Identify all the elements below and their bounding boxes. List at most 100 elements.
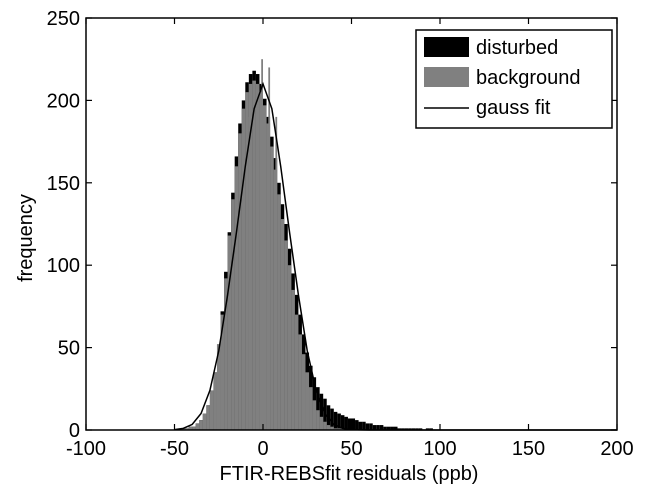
disturbed-bar (397, 428, 402, 430)
disturbed-bar (386, 426, 391, 430)
disturbed-bar (425, 428, 430, 430)
background-bar (301, 354, 306, 430)
disturbed-bar (372, 425, 377, 430)
background-bars (181, 59, 345, 431)
disturbed-bar (401, 428, 405, 430)
background-bar (252, 80, 256, 431)
background-bar (309, 387, 313, 430)
background-bar (220, 314, 225, 430)
background-bar (277, 194, 281, 430)
background-bar (305, 372, 310, 430)
disturbed-bar (362, 421, 366, 430)
background-bar (185, 428, 189, 430)
background-bar (206, 405, 210, 430)
disturbed-bar (358, 421, 363, 430)
disturbed-bar (393, 426, 398, 430)
disturbed-bar (429, 428, 433, 430)
disturbed-bar (365, 423, 370, 430)
background-bar (224, 278, 228, 430)
background-bar (337, 428, 341, 430)
background-bar (195, 423, 200, 430)
background-bar (312, 400, 317, 430)
y-tick-label: 100 (47, 255, 80, 277)
disturbed-bar (340, 415, 345, 430)
background-spike-bar (268, 67, 271, 430)
x-tick-label: 200 (600, 438, 633, 460)
background-bar (263, 105, 267, 430)
background-bar (188, 426, 193, 430)
background-bar (333, 428, 338, 430)
y-tick-label: 250 (47, 8, 80, 30)
background-bar (294, 314, 299, 430)
x-axis-label: FTIR-REBSfit residuals (ppb) (220, 463, 479, 485)
disturbed-bar (347, 418, 352, 430)
y-tick-label: 0 (69, 420, 80, 442)
background-bar (199, 420, 203, 430)
disturbed-bar (337, 413, 341, 430)
x-tick-label: 0 (257, 438, 268, 460)
background-bar (234, 166, 239, 430)
x-tick-label: 150 (512, 438, 545, 460)
disturbed-bar (379, 425, 384, 430)
background-bar (287, 265, 292, 430)
background-spike-bar (261, 59, 263, 430)
disturbed-bar (383, 426, 387, 430)
disturbed-bar (351, 418, 356, 430)
background-bar (227, 235, 232, 430)
legend: disturbed background gauss fit (415, 29, 613, 129)
x-tick-label: 50 (340, 438, 362, 460)
legend-swatch-background (424, 67, 469, 87)
legend-label-background: background (476, 67, 581, 89)
background-bar (330, 426, 334, 430)
x-tick-label: -100 (66, 438, 106, 460)
disturbed-bar (355, 420, 359, 430)
axes (85, 17, 618, 431)
background-bar (298, 334, 302, 430)
background-bar (291, 289, 295, 430)
background-bar (270, 146, 274, 431)
background-bar (202, 413, 207, 430)
background-bar (192, 426, 196, 430)
disturbed-bar (333, 411, 338, 430)
background-bar (241, 108, 246, 430)
x-tick-label: 100 (423, 438, 456, 460)
x-tick-label: -50 (160, 438, 189, 460)
disturbed-bar (418, 428, 423, 430)
background-spike-bar (247, 116, 249, 430)
background-bar (319, 416, 324, 430)
background-bar (209, 390, 214, 430)
disturbed-bar (415, 428, 419, 430)
disturbed-bar (330, 408, 334, 430)
disturbed-bar (319, 393, 324, 430)
background-bar (231, 199, 235, 430)
background-bar (248, 83, 253, 431)
background-bar (259, 92, 263, 430)
tick-labels: -100 -50 0 50 100 150 200 0 50 100 150 200 250 (47, 8, 634, 460)
disturbed-bar (411, 428, 416, 430)
background-bar (181, 428, 186, 430)
background-bar (340, 428, 345, 430)
background-bar (255, 83, 260, 431)
disturbed-bar (344, 416, 348, 430)
y-tick-label: 200 (47, 90, 80, 112)
disturbed-bar (408, 428, 412, 430)
y-tick-label: 150 (47, 173, 80, 195)
disturbed-bar (404, 428, 409, 430)
disturbed-bar (369, 423, 373, 430)
background-bar (323, 421, 327, 430)
disturbed-bar (316, 387, 320, 430)
background-bar (280, 219, 285, 430)
legend-swatch-disturbed (424, 37, 469, 57)
legend-label-disturbed: disturbed (476, 37, 558, 59)
y-tick-label: 50 (58, 338, 80, 360)
disturbed-bar (376, 425, 380, 430)
y-axis-label: frequency (15, 194, 37, 282)
background-bar (284, 240, 288, 430)
background-spike-bar (275, 116, 278, 430)
background-bar (213, 372, 217, 430)
background-bar (326, 425, 331, 430)
disturbed-bar (390, 426, 394, 430)
background-bar (316, 410, 320, 430)
background-bar (238, 133, 242, 431)
